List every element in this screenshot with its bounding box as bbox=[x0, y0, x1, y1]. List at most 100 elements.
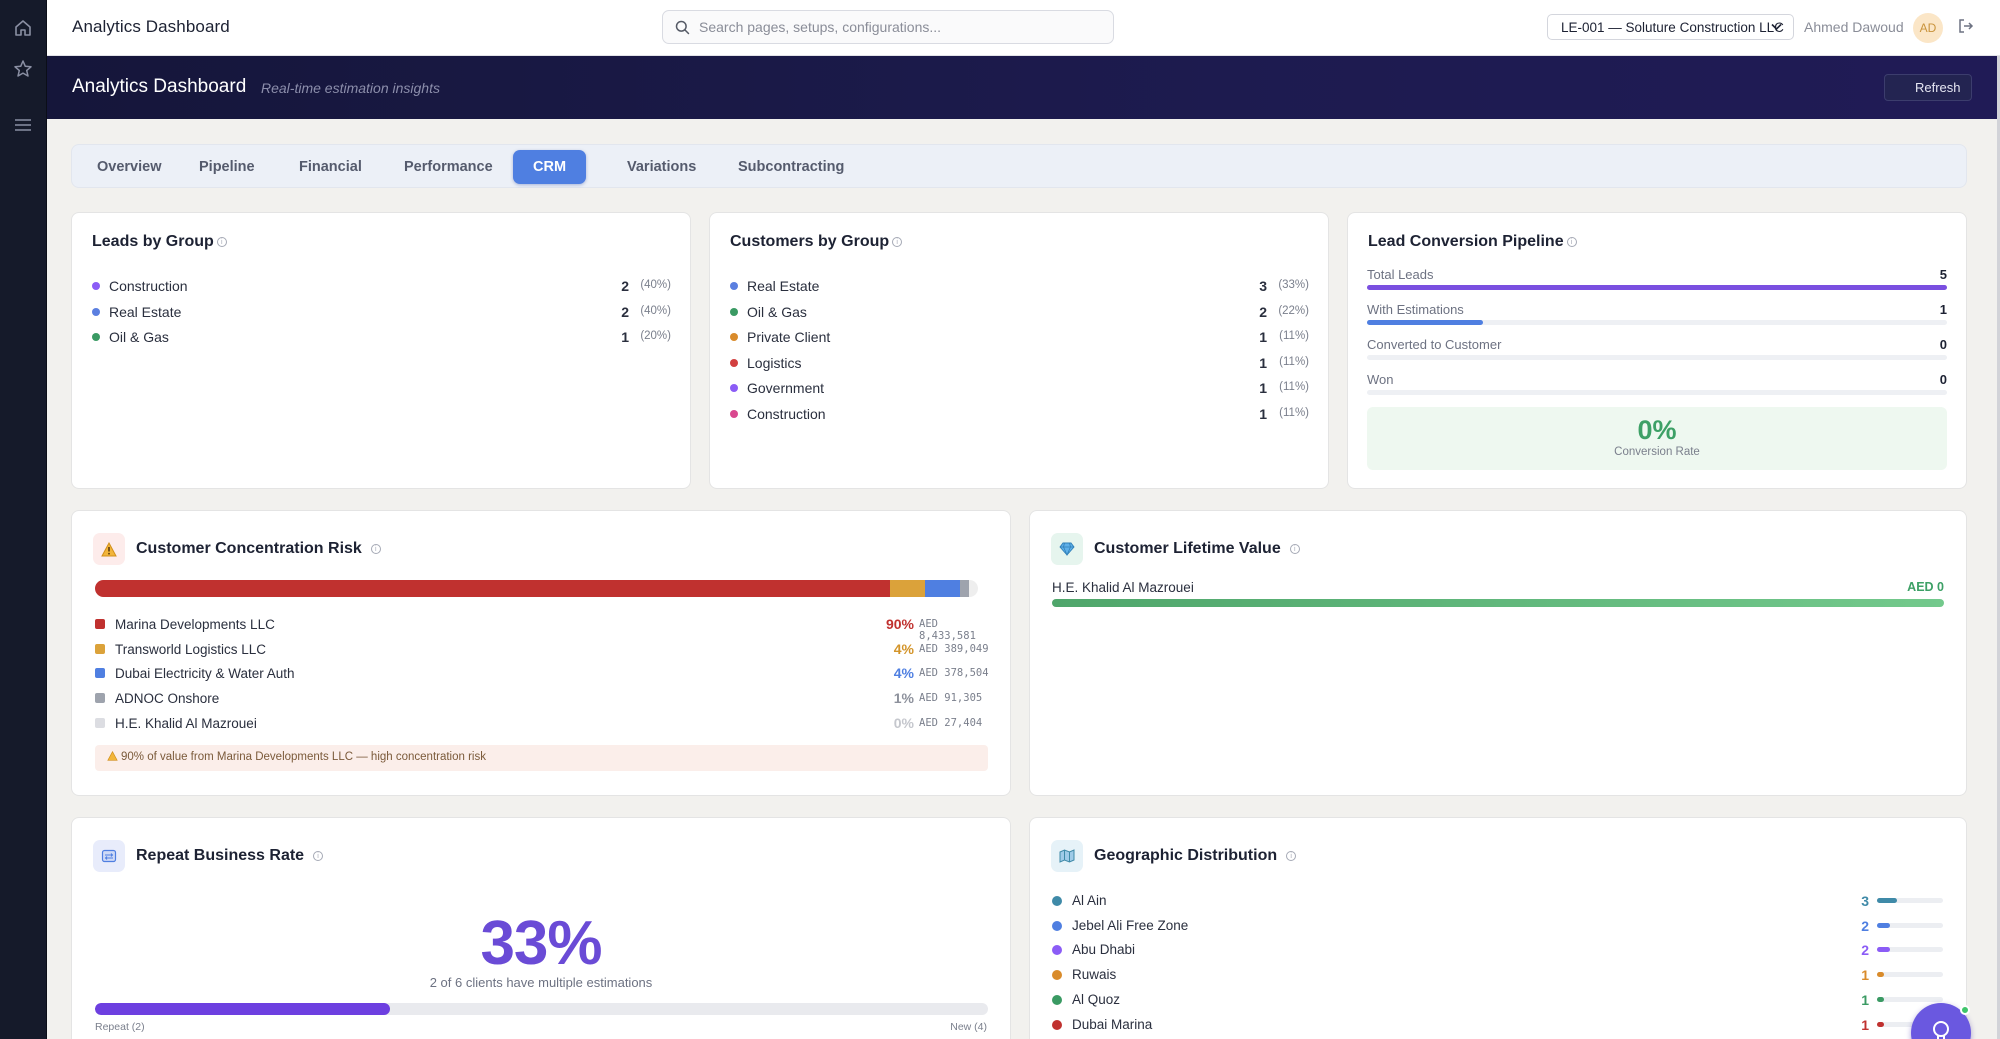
customer-name: ADNOC Onshore bbox=[115, 691, 220, 707]
warning-icon bbox=[93, 533, 125, 565]
menu-icon[interactable] bbox=[12, 114, 34, 136]
card-title: Geographic Distribution bbox=[1094, 847, 1278, 864]
group-count: 1 bbox=[1259, 354, 1267, 371]
color-dot bbox=[92, 282, 100, 290]
funnel-stage-fill bbox=[1367, 320, 1483, 325]
sidebar bbox=[0, 0, 47, 1039]
info-icon[interactable]: i bbox=[370, 543, 381, 554]
conversion-rate-value: 0% bbox=[1637, 415, 1677, 445]
concentration-segment bbox=[889, 580, 925, 597]
list-item: Real Estate 2 (40%) bbox=[91, 302, 671, 322]
card-title: Customers by Group bbox=[730, 233, 890, 250]
group-percent: (11%) bbox=[1279, 355, 1309, 368]
color-dot bbox=[730, 307, 738, 316]
funnel-stage-label: Won bbox=[1367, 372, 1394, 387]
concentration-warning: 90% of value from Marina Developments LL… bbox=[95, 745, 988, 771]
tab-pipeline[interactable]: Pipeline bbox=[199, 159, 255, 175]
chevron-down-icon bbox=[1771, 23, 1782, 31]
avatar[interactable]: AD bbox=[1913, 13, 1943, 43]
location-name: Abu Dhabi bbox=[1072, 942, 1136, 958]
customer-share: 1% bbox=[893, 690, 914, 707]
tab-variations[interactable]: Variations bbox=[627, 159, 697, 175]
group-percent: (11%) bbox=[1279, 406, 1309, 419]
entity-selector[interactable]: LE-001 — Soluture Construction LLC bbox=[1547, 14, 1794, 40]
group-percent: (22%) bbox=[1278, 304, 1309, 317]
customer-name: H.E. Khalid Al Mazrouei bbox=[115, 715, 257, 731]
repeat-rate-subtitle: 2 of 6 clients have multiple estimations bbox=[429, 975, 653, 990]
concentration-bar bbox=[95, 580, 978, 597]
star-icon[interactable] bbox=[12, 58, 34, 80]
customer-name: H.E. Khalid Al Mazrouei bbox=[1052, 580, 1194, 595]
customer-name: Marina Developments LLC bbox=[115, 617, 275, 632]
repeat-count-label: Repeat (2) bbox=[95, 1021, 145, 1033]
card-title: Customer Concentration Risk bbox=[136, 540, 362, 557]
funnel-stage: Converted to Customer 0 bbox=[1367, 337, 1947, 367]
funnel-stage: Total Leads 5 bbox=[1367, 267, 1947, 297]
customer-amount: AED 27,404 bbox=[919, 716, 983, 729]
funnel-stage-label: Total Leads bbox=[1367, 267, 1434, 282]
color-dot bbox=[730, 333, 738, 341]
tab-performance[interactable]: Performance bbox=[404, 159, 493, 175]
status-dot bbox=[1960, 1005, 1970, 1015]
list-item: Al Ain 3 bbox=[1052, 892, 1943, 914]
tab-overview[interactable]: Overview bbox=[97, 159, 162, 175]
concentration-segment bbox=[925, 580, 961, 597]
info-icon[interactable]: i bbox=[216, 236, 227, 247]
tab-financial[interactable]: Financial bbox=[299, 159, 362, 175]
info-icon[interactable]: i bbox=[1566, 236, 1577, 247]
color-dot bbox=[92, 333, 100, 341]
location-bar-fill bbox=[1877, 898, 1897, 903]
color-swatch bbox=[95, 619, 105, 629]
group-percent: (20%) bbox=[640, 330, 671, 342]
tab-subcontracting[interactable]: Subcontracting bbox=[738, 159, 845, 175]
concentration-segment bbox=[95, 580, 890, 597]
list-item: Oil & Gas 1 (20%) bbox=[91, 327, 671, 347]
location-count: 1 bbox=[1861, 1016, 1869, 1033]
list-item: ADNOC Onshore 1% AED 91,305 bbox=[95, 689, 991, 711]
refresh-button[interactable]: Refresh bbox=[1884, 74, 1972, 101]
funnel-stage-value: 1 bbox=[1939, 302, 1947, 317]
search-input[interactable] bbox=[699, 11, 1099, 43]
home-icon[interactable] bbox=[12, 17, 34, 39]
list-item: Construction 1 (11%) bbox=[729, 404, 1309, 424]
scrollbar[interactable] bbox=[1997, 56, 2000, 1039]
info-icon[interactable]: i bbox=[1286, 850, 1297, 861]
info-icon[interactable]: i bbox=[1289, 543, 1300, 554]
list-item: Jebel Ali Free Zone 2 bbox=[1052, 917, 1943, 939]
customer-share: 4% bbox=[893, 640, 914, 657]
logout-icon[interactable] bbox=[1957, 17, 1975, 40]
info-icon[interactable]: i bbox=[892, 236, 903, 247]
color-dot bbox=[1052, 1019, 1062, 1030]
list-item: Al Quoz 1 bbox=[1052, 991, 1943, 1013]
group-percent: (11%) bbox=[1279, 330, 1309, 342]
group-label: Oil & Gas bbox=[747, 303, 807, 320]
info-icon[interactable]: i bbox=[313, 850, 324, 861]
location-bar bbox=[1877, 947, 1943, 953]
list-item: Marina Developments LLC 90% AED 8,433,581 bbox=[95, 615, 991, 642]
location-count: 2 bbox=[1861, 942, 1869, 959]
list-item: Dubai Electricity & Water Auth 4% AED 378,… bbox=[95, 664, 991, 686]
list-item: Private Client 1 (11%) bbox=[729, 327, 1309, 347]
customer-share: 4% bbox=[893, 665, 914, 682]
group-label: Private Client bbox=[747, 329, 831, 345]
page-title: Analytics Dashboard bbox=[72, 76, 247, 97]
color-dot bbox=[1052, 896, 1062, 906]
tab-crm[interactable]: CRM bbox=[513, 150, 587, 184]
location-bar bbox=[1877, 1021, 1943, 1027]
top-bar: Analytics Dashboard LE-001 — Soluture Co… bbox=[47, 0, 2000, 56]
entity-selector-label: LE-001 — Soluture Construction LLC bbox=[1561, 20, 1784, 35]
funnel-stage: With Estimations 1 bbox=[1367, 302, 1947, 332]
search-box[interactable] bbox=[662, 10, 1114, 44]
funnel-stage-track bbox=[1367, 390, 1947, 395]
color-dot bbox=[92, 307, 100, 316]
list-item: Logistics 1 (11%) bbox=[729, 353, 1309, 373]
group-label: Construction bbox=[109, 278, 188, 294]
warning-icon bbox=[107, 750, 118, 761]
dashboard-tabs: Overview Pipeline Financial Performance … bbox=[71, 144, 1967, 188]
repeat-rate-fill bbox=[95, 1003, 390, 1015]
list-item: Transworld Logistics LLC 4% AED 389,049 bbox=[95, 640, 991, 662]
group-count: 1 bbox=[1259, 329, 1267, 345]
group-percent: (40%) bbox=[640, 279, 671, 291]
location-bar-fill bbox=[1877, 947, 1891, 953]
group-count: 2 bbox=[621, 303, 629, 320]
